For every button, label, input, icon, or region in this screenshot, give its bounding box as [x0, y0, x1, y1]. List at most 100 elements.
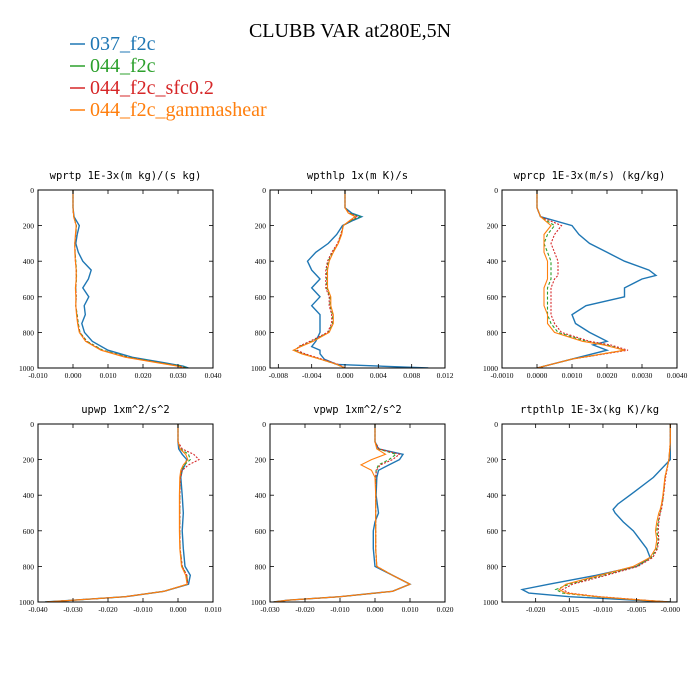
- series-line: [44, 424, 191, 602]
- x-tick-label: 0.040: [205, 371, 222, 380]
- x-tick-label: 0.008: [403, 371, 420, 380]
- y-tick-label: 0: [494, 186, 498, 195]
- series-lines: [44, 424, 200, 602]
- x-tick-label: 0.0030: [632, 371, 653, 380]
- x-tick-label: 0.0040: [667, 371, 688, 380]
- y-tick-label: 800: [487, 328, 499, 337]
- x-tick-label: -0.020: [295, 605, 315, 614]
- x-tick-label: 0.010: [205, 605, 222, 614]
- y-tick-label: 600: [487, 293, 499, 302]
- legend-entry: 044_f2c: [70, 55, 156, 77]
- chart-panel: rtpthlp 1E-3x(kg K)/kg -0.020 -0.015 -0.010…: [483, 404, 680, 614]
- y-tick-label: 1000: [251, 364, 266, 373]
- chart-panels: wprtp 1E-3x(m kg)/(s kg) -0.010 0.000 0.010…: [19, 170, 688, 614]
- y-tick-label: 400: [255, 491, 267, 500]
- y-tick-label: 400: [487, 257, 499, 266]
- x-tick-label: -0.008: [269, 371, 289, 380]
- y-tick-label: 200: [255, 456, 267, 465]
- y-tick-label: 600: [23, 293, 35, 302]
- series-line: [520, 424, 671, 602]
- chart-panel: vpwp 1xm^2/s^2 -0.030 -0.020 -0.010 0.000 0.0…: [251, 404, 454, 614]
- series-line: [44, 424, 189, 602]
- series-line: [306, 190, 429, 368]
- y-tick-label: 1000: [251, 598, 266, 607]
- y-tick-label: 200: [23, 222, 35, 231]
- series-line: [291, 190, 357, 368]
- series-line: [536, 190, 625, 368]
- legend-entry: 044_f2c_gammashear: [70, 99, 267, 121]
- legend-entry: 037_f2c: [70, 33, 156, 55]
- y-tick-label: 400: [487, 491, 499, 500]
- x-tick-label: 0.020: [437, 605, 454, 614]
- y-tick-label: 600: [23, 527, 35, 536]
- series-line: [72, 190, 186, 368]
- x-tick-label: 0.000: [170, 605, 187, 614]
- plot-frame: [37, 189, 214, 369]
- chart-panel: wpthlp 1x(m K)/s -0.008 -0.004 0.000 0.004 0.…: [251, 170, 454, 380]
- legend-label: 044_f2c_gammashear: [90, 99, 267, 121]
- legend-label: 044_f2c: [90, 55, 156, 77]
- panel-title: wprcp 1E-3x(m/s) (kg/kg): [514, 170, 666, 182]
- y-tick-label: 0: [30, 186, 34, 195]
- x-tick-label: 0.020: [135, 371, 152, 380]
- y-tick-label: 600: [255, 293, 267, 302]
- x-tick-label: -0.0010: [490, 371, 513, 380]
- y-tick-label: 1000: [483, 364, 498, 373]
- plot-frame: [269, 423, 446, 603]
- series-line: [295, 190, 359, 368]
- y-tick-label: 600: [487, 527, 499, 536]
- y-tick-label: 400: [255, 257, 267, 266]
- chart-panel: wprtp 1E-3x(m kg)/(s kg) -0.010 0.000 0.010…: [19, 170, 222, 380]
- x-tick-label: -0.015: [560, 605, 580, 614]
- x-tick-label: -0.020: [526, 605, 546, 614]
- y-tick-label: 600: [255, 527, 267, 536]
- y-tick-label: 800: [23, 328, 35, 337]
- chart-panel: upwp 1xm^2/s^2 -0.040 -0.030 -0.020 -0.010 0.…: [19, 404, 222, 614]
- series-lines: [291, 190, 429, 368]
- series-line: [72, 190, 189, 368]
- x-tick-label: -0.040: [28, 605, 48, 614]
- x-tick-label: 0.010: [402, 605, 419, 614]
- y-tick-label: 0: [30, 420, 34, 429]
- legend: 037_f2c044_f2c044_f2c_sfc0.2044_f2c_gamm…: [70, 33, 267, 121]
- legend-label: 044_f2c_sfc0.2: [90, 77, 214, 99]
- panel-title: vpwp 1xm^2/s^2: [313, 404, 402, 416]
- series-line: [44, 424, 200, 602]
- x-tick-label: 0.0020: [597, 371, 618, 380]
- x-tick-label: -0.020: [98, 605, 118, 614]
- plot-frame: [501, 189, 678, 369]
- x-tick-label: -0.010: [593, 605, 613, 614]
- series-line: [293, 190, 362, 368]
- y-tick-label: 200: [487, 222, 499, 231]
- series-line: [536, 190, 629, 368]
- plot-frame: [269, 189, 446, 369]
- y-tick-label: 800: [255, 562, 267, 571]
- series-line: [536, 190, 658, 368]
- y-tick-label: 1000: [483, 598, 498, 607]
- x-tick-label: -0.004: [302, 371, 322, 380]
- x-tick-label: -0.010: [330, 605, 350, 614]
- series-lines: [273, 424, 412, 602]
- panel-title: wprtp 1E-3x(m kg)/(s kg): [50, 170, 202, 182]
- series-lines: [536, 190, 658, 368]
- figure-title: CLUBB VAR at280E,5N: [249, 20, 451, 42]
- y-tick-label: 400: [23, 491, 35, 500]
- series-line: [273, 424, 412, 602]
- y-tick-label: 200: [487, 456, 499, 465]
- series-line: [536, 190, 625, 368]
- series-line: [561, 424, 671, 602]
- series-line: [44, 424, 192, 602]
- series-line: [72, 190, 184, 368]
- panel-title: wpthlp 1x(m K)/s: [307, 170, 408, 182]
- series-line: [72, 190, 187, 368]
- y-tick-label: 0: [494, 420, 498, 429]
- panel-title: rtpthlp 1E-3x(kg K)/kg: [520, 404, 659, 416]
- x-tick-label: 0.000: [337, 371, 354, 380]
- plot-frame: [37, 423, 214, 603]
- x-tick-label: -0.010: [133, 605, 153, 614]
- y-tick-label: 800: [23, 562, 35, 571]
- chart-panel: wprcp 1E-3x(m/s) (kg/kg) -0.0010 0.0000 0.0…: [483, 170, 688, 380]
- y-tick-label: 800: [487, 562, 499, 571]
- x-tick-label: 0.012: [437, 371, 454, 380]
